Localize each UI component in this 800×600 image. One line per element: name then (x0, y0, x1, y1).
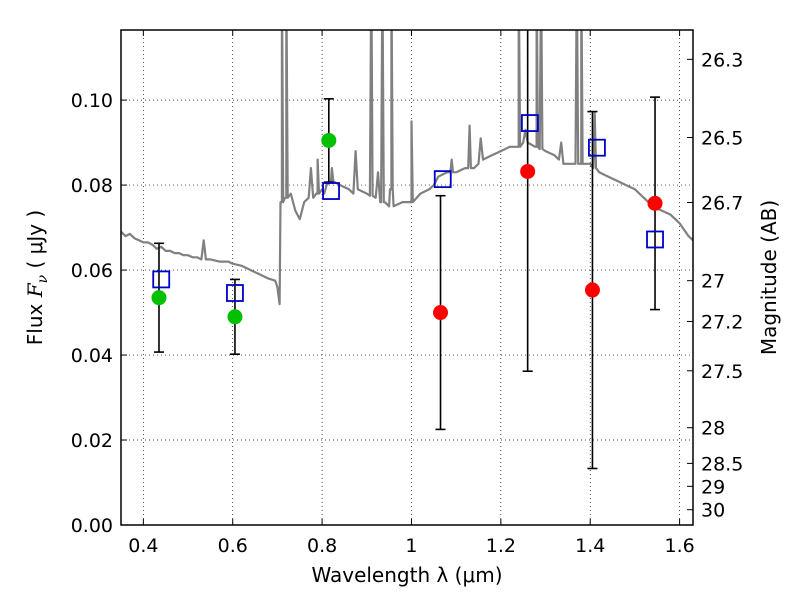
model-photometry-square (433, 170, 452, 189)
model-photometry-square (588, 138, 606, 157)
y-tick-label: 0.06 (71, 260, 113, 282)
y2-tick-label: 26.3 (701, 49, 743, 71)
x-tick-label: 0.6 (218, 535, 248, 557)
green-data-point (321, 132, 337, 148)
y2-tick-label: 28 (701, 418, 725, 440)
y-tick-label: 0.08 (71, 175, 113, 197)
y2-tick-label: 26.7 (701, 193, 743, 215)
model-photometry-square (322, 182, 340, 200)
model-spectrum-line (121, 30, 693, 306)
red-data-point (647, 195, 663, 211)
y2-tick-label: 26.5 (701, 127, 743, 149)
red-data-point (584, 282, 600, 298)
x-tick-label: 0.8 (307, 535, 337, 557)
y-axis-label-symbol: F (23, 282, 47, 298)
grid-lines (121, 30, 693, 526)
x-axis-ticks: 0.4 0.6 0.8 1 1.2 1.4 1.6 (128, 30, 695, 557)
green-data-point (151, 290, 167, 306)
y-axis-label: Flux Fν ( μJy ) (23, 210, 51, 345)
y2-tick-label: 27.5 (701, 361, 743, 383)
y-tick-label: 0.10 (71, 90, 113, 112)
y2-axis-label: Magnitude (AB) (757, 200, 781, 355)
plot-area (121, 30, 693, 470)
y-axis-label-unit: ( μJy ) (23, 210, 47, 275)
plot-frame (120, 29, 694, 526)
model-photometry-square (226, 284, 244, 302)
y2-tick-label: 28.5 (701, 453, 743, 475)
y2-tick-label: 27.2 (701, 311, 743, 333)
x-tick-label: 1.2 (486, 535, 516, 557)
x-tick-label: 0.4 (128, 535, 158, 557)
model-photometry-square (646, 230, 664, 249)
x-axis-label: Wavelength λ (μm) (311, 563, 502, 587)
green-data-point (227, 309, 243, 325)
y-tick-label: 0.00 (71, 515, 113, 537)
x-tick-label: 1 (405, 535, 417, 557)
y-tick-label: 0.02 (71, 430, 113, 452)
y-axis-label-subscript: ν (35, 274, 51, 283)
y-axis-label-prefix: Flux (23, 297, 47, 345)
model-photometry-square (520, 114, 539, 132)
x-tick-label: 1.6 (664, 535, 694, 557)
model-photometry-square (152, 270, 171, 289)
y2-tick-label: 30 (701, 500, 725, 522)
red-data-point (520, 163, 536, 179)
y2-tick-label: 29 (701, 476, 725, 498)
x-tick-label: 1.4 (575, 535, 605, 557)
y-axis-ticks: 0.00 0.02 0.04 0.06 0.08 0.10 (71, 90, 127, 537)
y-tick-label: 0.04 (71, 345, 113, 367)
red-data-point (433, 305, 449, 321)
y2-tick-label: 27 (701, 271, 725, 293)
